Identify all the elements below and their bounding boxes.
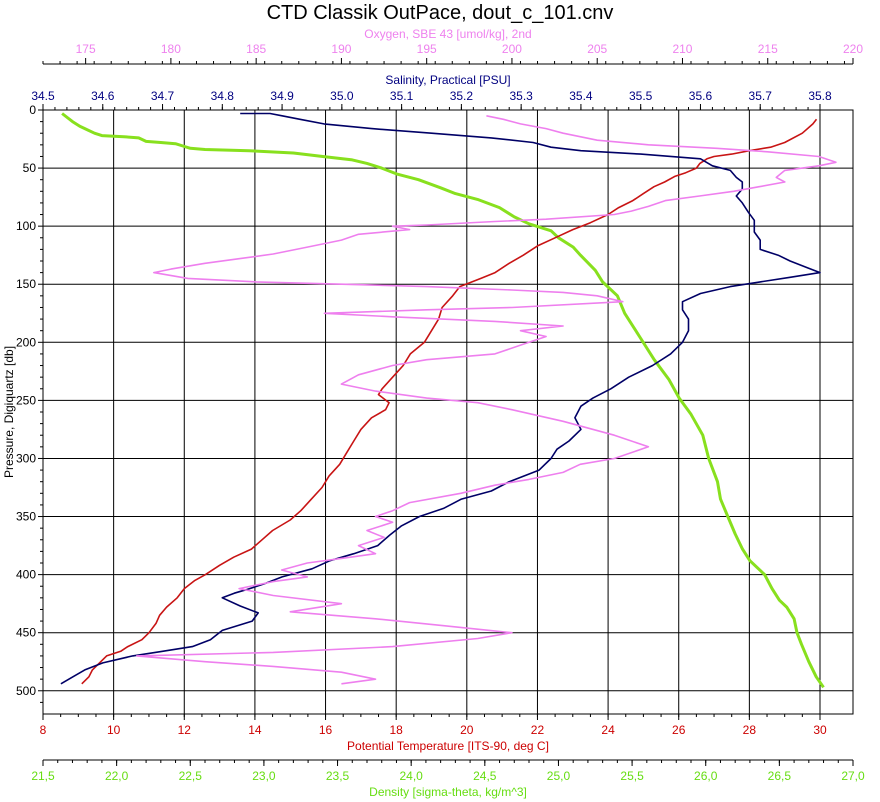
- salinity-tick-label: 35.8: [808, 89, 832, 103]
- pressure-tick-label: 50: [23, 161, 37, 175]
- salinity-tick-label: 34.9: [270, 89, 294, 103]
- density-tick-label: 22,5: [179, 769, 203, 783]
- temperature-tick-label: 18: [390, 723, 404, 737]
- density-tick-label: 21,5: [31, 769, 55, 783]
- oxygen-tick-label: 205: [587, 42, 607, 56]
- pressure-tick-label: 400: [16, 568, 36, 582]
- pressure-tick-label: 500: [16, 684, 36, 698]
- temperature-tick-label: 26: [672, 723, 686, 737]
- temperature-tick-label: 20: [460, 723, 474, 737]
- temperature-tick-label: 12: [178, 723, 192, 737]
- plot-frame: [42, 109, 854, 715]
- salinity-tick-label: 35.3: [509, 89, 533, 103]
- salinity-tick-label: 34.5: [31, 89, 55, 103]
- salinity-tick-label: 35.4: [569, 89, 593, 103]
- density-axis: Density [sigma-theta, kg/m^3] 21,5 22,0 22…: [31, 759, 865, 799]
- salinity-tick-label: 34.8: [211, 89, 235, 103]
- oxygen-tick-label: 210: [672, 42, 692, 56]
- temperature-tick-label: 28: [743, 723, 757, 737]
- oxygen-tick-label: 220: [843, 42, 863, 56]
- pressure-axis: Pressure, Digiquartz [db] 0 50 100 150 200 25…: [2, 103, 43, 703]
- salinity-tick-label: 34.7: [151, 89, 175, 103]
- oxygen-profile-line: [136, 115, 837, 685]
- oxygen-tick-label: 180: [161, 42, 181, 56]
- salinity-tick-label: 35.6: [689, 89, 713, 103]
- temperature-axis-label: Potential Temperature [ITS-90, deg C]: [347, 739, 549, 753]
- pressure-tick-label: 300: [16, 451, 36, 465]
- plot-area: [42, 109, 854, 715]
- pressure-tick-label: 250: [16, 393, 36, 407]
- temperature-axis: Potential Temperature [ITS-90, deg C] 8 1…: [40, 713, 853, 753]
- pressure-tick-label: 100: [16, 219, 36, 233]
- density-tick-label: 27,0: [841, 769, 865, 783]
- pressure-tick-label: 150: [16, 277, 36, 291]
- temperature-profile-line: [81, 118, 818, 685]
- density-tick-label: 26,5: [768, 769, 792, 783]
- density-tick-label: 24,5: [473, 769, 497, 783]
- salinity-tick-label: 35.1: [390, 89, 414, 103]
- pressure-tick-label: 200: [16, 335, 36, 349]
- salinity-axis: Salinity, Practical [PSU] 34.5 34.6 34.7 34…: [31, 73, 853, 111]
- salinity-tick-label: 35.0: [330, 89, 354, 103]
- oxygen-axis: Oxygen, SBE 43 [umol/kg], 2nd 175 180 185 1…: [42, 27, 863, 65]
- oxygen-tick-label: 200: [502, 42, 522, 56]
- chart-title: CTD Classik OutPace, dout_c_101.cnv: [267, 2, 614, 24]
- oxygen-tick-label: 190: [331, 42, 351, 56]
- density-tick-label: 23,5: [326, 769, 350, 783]
- density-tick-label: 25,0: [547, 769, 571, 783]
- density-tick-label: 22,0: [105, 769, 129, 783]
- pressure-tick-label: 0: [29, 103, 36, 117]
- oxygen-tick-label: 175: [76, 42, 96, 56]
- salinity-tick-label: 35.2: [450, 89, 474, 103]
- density-profile-line: [61, 112, 825, 689]
- salinity-tick-label: 35.7: [749, 89, 773, 103]
- density-tick-label: 23,0: [252, 769, 276, 783]
- temperature-tick-label: 16: [319, 723, 333, 737]
- density-tick-label: 24,0: [400, 769, 424, 783]
- temperature-tick-label: 8: [40, 723, 47, 737]
- pressure-tick-label: 350: [16, 510, 36, 524]
- density-axis-label: Density [sigma-theta, kg/m^3]: [369, 785, 527, 799]
- temperature-tick-label: 22: [531, 723, 545, 737]
- salinity-axis-label: Salinity, Practical [PSU]: [385, 73, 510, 87]
- temperature-tick-label: 14: [248, 723, 262, 737]
- pressure-tick-label: 450: [16, 626, 36, 640]
- temperature-tick-label: 10: [107, 723, 121, 737]
- temperature-tick-label: 24: [601, 723, 615, 737]
- salinity-tick-label: 35.5: [629, 89, 653, 103]
- salinity-tick-label: 34.6: [91, 89, 115, 103]
- pressure-axis-label: Pressure, Digiquartz [db]: [2, 346, 16, 478]
- oxygen-tick-label: 215: [758, 42, 778, 56]
- density-tick-label: 26,0: [694, 769, 718, 783]
- oxygen-tick-label: 185: [246, 42, 266, 56]
- oxygen-axis-label: Oxygen, SBE 43 [umol/kg], 2nd: [364, 27, 531, 41]
- oxygen-tick-label: 195: [417, 42, 437, 56]
- density-tick-label: 25,5: [620, 769, 644, 783]
- temperature-tick-label: 30: [813, 723, 827, 737]
- salinity-profile-line: [60, 112, 821, 685]
